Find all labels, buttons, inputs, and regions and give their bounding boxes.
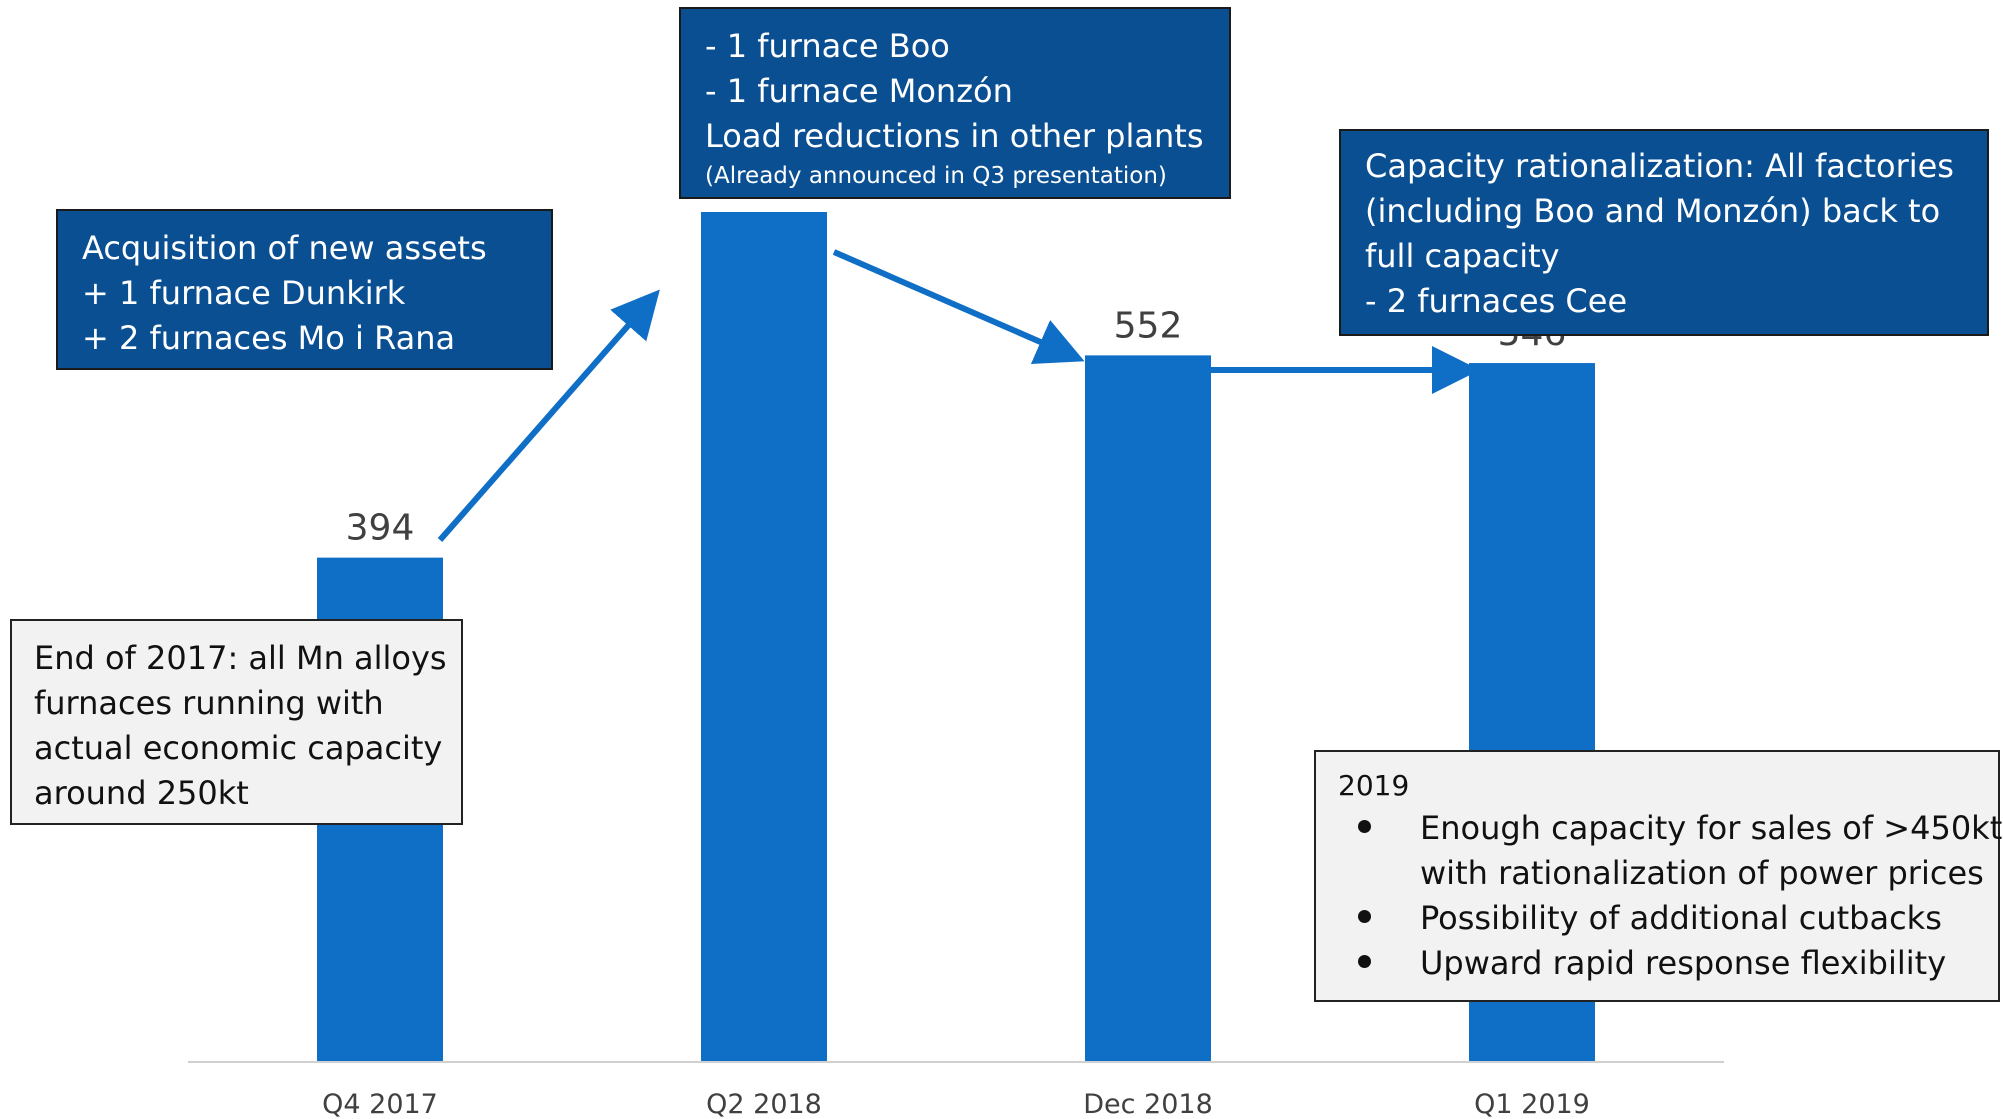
outlook-bullet: Enough capacity for sales of >450kt, wit… bbox=[1338, 806, 2003, 896]
outlook-bullet-text: Enough capacity for sales of >450kt, bbox=[1420, 809, 2003, 847]
outlook-title: 2019 bbox=[1338, 769, 1410, 802]
reductions-line: - 1 furnace Boo bbox=[705, 27, 950, 65]
rationalization-line: (including Boo and Monzón) back to bbox=[1365, 192, 1941, 230]
data-label: 394 bbox=[346, 508, 415, 549]
bullet-icon bbox=[1358, 955, 1371, 968]
end-2017-box: End of 2017: all Mn alloys furnaces runn… bbox=[10, 619, 463, 825]
arrow-up-icon bbox=[437, 289, 660, 542]
outlook-bullet-text: with rationalization of power prices bbox=[1420, 854, 1984, 892]
outlook-bullet: Upward rapid response flexibility bbox=[1338, 941, 1998, 986]
acquisition-line: + 2 furnaces Mo i Rana bbox=[82, 319, 456, 357]
outlook-2019-box: 2019 Enough capacity for sales of >450kt… bbox=[1314, 750, 2003, 1002]
x-tick-label: Q1 2019 bbox=[1474, 1089, 1590, 1119]
bar bbox=[701, 212, 827, 1062]
outlook-bullet-list: Enough capacity for sales of >450kt, wit… bbox=[1338, 806, 2003, 986]
outlook-bullet: Possibility of additional cutbacks bbox=[1338, 896, 1998, 941]
rationalization-box: Capacity rationalization: All factories … bbox=[1339, 129, 1989, 336]
rationalization-line: - 2 furnaces Cee bbox=[1365, 282, 1628, 320]
reductions-line: - 1 furnace Monzón bbox=[705, 72, 1013, 110]
rationalization-line: Capacity rationalization: All factories bbox=[1365, 147, 1954, 185]
bullet-icon bbox=[1358, 910, 1371, 923]
x-tick-label: Q4 2017 bbox=[322, 1089, 438, 1119]
end-2017-line: around 250kt bbox=[34, 774, 249, 812]
end-2017-line: End of 2017: all Mn alloys bbox=[34, 639, 447, 677]
arrow-down-icon bbox=[832, 249, 1085, 365]
bullet-icon bbox=[1358, 820, 1371, 833]
acquisition-box: Acquisition of new assets + 1 furnace Du… bbox=[56, 209, 553, 370]
outlook-bullet-text: Upward rapid response flexibility bbox=[1420, 944, 1947, 982]
bar bbox=[1085, 355, 1211, 1062]
rationalization-line: full capacity bbox=[1365, 237, 1560, 275]
data-label: 552 bbox=[1114, 305, 1183, 346]
acquisition-line: Acquisition of new assets bbox=[82, 229, 487, 267]
end-2017-line: actual economic capacity bbox=[34, 729, 443, 767]
reductions-note: (Already announced in Q3 presentation) bbox=[705, 163, 1167, 189]
x-tick-label: Dec 2018 bbox=[1083, 1089, 1213, 1119]
acquisition-line: + 1 furnace Dunkirk bbox=[82, 274, 406, 312]
trend-arrows bbox=[437, 249, 1480, 542]
x-tick-label: Q2 2018 bbox=[706, 1089, 822, 1119]
x-tick-labels: Q4 2017 Q2 2018 Dec 2018 Q1 2019 bbox=[322, 1089, 1590, 1119]
reductions-box: - 1 furnace Boo - 1 furnace Monzón Load … bbox=[679, 7, 1231, 199]
end-2017-line: furnaces running with bbox=[34, 684, 384, 722]
reductions-line: Load reductions in other plants bbox=[705, 117, 1204, 155]
outlook-bullet-text: Possibility of additional cutbacks bbox=[1420, 899, 1942, 937]
